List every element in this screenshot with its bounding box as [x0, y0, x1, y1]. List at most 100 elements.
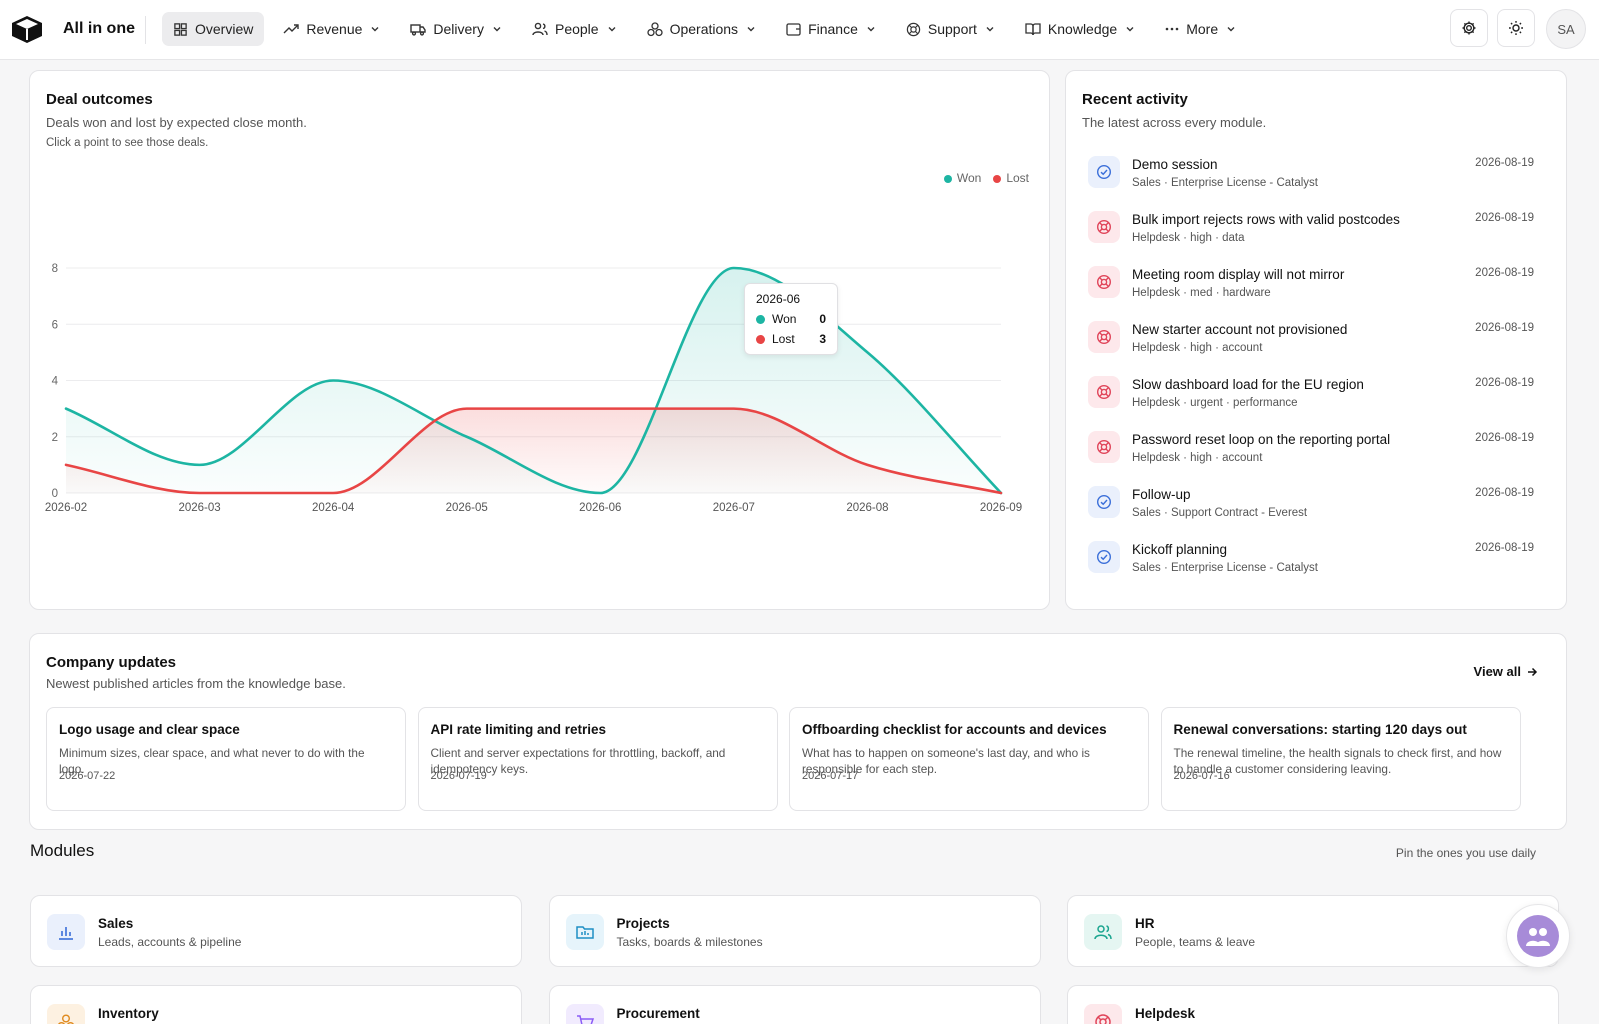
data-point-won[interactable]	[594, 487, 606, 499]
trending-up-icon	[283, 24, 300, 34]
module-description: Tasks, boards & milestones	[616, 935, 763, 949]
nav-item-more[interactable]: More	[1154, 12, 1247, 46]
users-icon	[1084, 914, 1122, 950]
module-card-helpdesk[interactable]: Helpdesk	[1067, 985, 1559, 1024]
grid-icon	[174, 22, 187, 36]
data-point-lost[interactable]	[594, 403, 606, 415]
module-title: Sales	[98, 916, 134, 931]
data-point-lost[interactable]	[995, 487, 1007, 499]
theme-toggle-button[interactable]	[1497, 9, 1535, 47]
gear-icon	[1462, 21, 1476, 35]
x-tick-label: 2026-03	[178, 502, 220, 514]
tooltip-label: Lost	[772, 332, 795, 346]
activity-item[interactable]: Kickoff planning Sales · Enterprise Licen…	[1088, 540, 1534, 595]
activity-date: 2026-08-19	[1475, 212, 1534, 224]
activity-meta: Helpdesk · high · account	[1132, 342, 1263, 354]
nav-item-knowledge[interactable]: Knowledge	[1014, 12, 1146, 46]
recent-activity-card: Recent activity The latest across every …	[1065, 70, 1567, 610]
data-point-won[interactable]	[861, 346, 873, 358]
assistant-button[interactable]	[1506, 904, 1570, 968]
module-description: People, teams & leave	[1135, 935, 1256, 949]
activity-title: Bulk import rejects rows with valid post…	[1132, 212, 1400, 227]
module-description: Leads, accounts & pipeline	[98, 935, 242, 949]
deal-outcomes-card: Deal outcomes Deals won and lost by expe…	[29, 70, 1050, 610]
data-point-won[interactable]	[728, 262, 740, 274]
data-point-won[interactable]	[60, 403, 72, 415]
modules-hint: Pin the ones you use daily	[1395, 846, 1536, 860]
update-date: 2026-07-17	[802, 770, 859, 782]
nav-label: People	[554, 21, 599, 37]
legend-item-won[interactable]: Won	[943, 171, 981, 185]
user-avatar[interactable]: SA	[1546, 9, 1586, 49]
activity-date: 2026-08-19	[1475, 542, 1534, 554]
data-point-lost[interactable]	[327, 487, 339, 499]
chart-tooltip: 2026-06 Won 0 Lost 3	[744, 283, 838, 355]
update-card[interactable]: Offboarding checklist for accounts and d…	[789, 707, 1149, 811]
nav-item-finance[interactable]: Finance	[775, 12, 887, 46]
data-point-lost[interactable]	[194, 487, 206, 499]
card-title: Company updates	[46, 654, 177, 671]
modules-title: Modules	[30, 841, 95, 860]
data-point-won[interactable]	[194, 459, 206, 471]
update-description: The renewal timeline, the health signals…	[1173, 746, 1502, 776]
activity-date: 2026-08-19	[1475, 322, 1534, 334]
module-card-procurement[interactable]: Procurement	[548, 985, 1041, 1024]
company-updates-card: Company updates Newest published article…	[29, 633, 1567, 830]
activity-item[interactable]: Meeting room display will not mirror Help…	[1088, 265, 1534, 320]
lifebuoy-icon	[1088, 431, 1120, 463]
activity-item[interactable]: Password reset loop on the reporting por…	[1088, 430, 1534, 485]
assistant-avatar-icon	[1517, 915, 1559, 957]
nav-item-revenue[interactable]: Revenue	[272, 12, 391, 46]
data-point-lost[interactable]	[60, 459, 72, 471]
main-nav: Overview Revenue Delivery People Operati…	[162, 12, 1255, 46]
settings-button[interactable]	[1450, 9, 1488, 47]
data-point-won[interactable]	[461, 431, 473, 443]
activity-item[interactable]: New starter account not provisioned Helpd…	[1088, 320, 1534, 375]
x-tick-label: 2026-05	[446, 502, 488, 514]
activity-item[interactable]: Slow dashboard load for the EU region Hel…	[1088, 375, 1534, 430]
bar-chart-icon	[47, 914, 85, 950]
app-title[interactable]: All in one	[63, 20, 135, 37]
activity-title: Follow-up	[1132, 487, 1191, 502]
data-point-won[interactable]	[327, 375, 339, 387]
nav-item-people[interactable]: People	[521, 12, 628, 46]
nav-item-delivery[interactable]: Delivery	[399, 12, 513, 46]
activity-item[interactable]: Bulk import rejects rows with valid post…	[1088, 210, 1534, 265]
module-card-sales[interactable]: Sales Leads, accounts & pipeline	[30, 895, 522, 967]
app-logo-icon[interactable]	[10, 14, 44, 44]
nav-item-operations[interactable]: Operations	[636, 12, 767, 46]
module-card-hr[interactable]: HR People, teams & leave	[1067, 895, 1559, 967]
update-card[interactable]: Renewal conversations: starting 120 days…	[1160, 707, 1521, 811]
data-point-lost[interactable]	[461, 403, 473, 415]
activity-item[interactable]: Demo session Sales · Enterprise License -…	[1088, 155, 1534, 210]
module-card-projects[interactable]: Projects Tasks, boards & milestones	[548, 895, 1041, 967]
update-description: What has to happen on someone's last day…	[802, 746, 1090, 776]
deal-outcomes-chart[interactable]: 0 2 4 6 8 2026-02 2026-03 2026-04 2026-05 2026-06…	[30, 171, 1030, 571]
update-title: Renewal conversations: starting 120 days…	[1173, 722, 1467, 737]
data-point-lost[interactable]	[861, 459, 873, 471]
check-circle-icon	[1088, 156, 1120, 188]
legend-item-lost[interactable]: Lost	[993, 171, 1029, 185]
chevron-down-icon	[1227, 27, 1235, 32]
tooltip-dot	[756, 314, 765, 324]
module-card-inventory[interactable]: Inventory	[30, 985, 522, 1024]
nav-item-support[interactable]: Support	[895, 12, 1006, 46]
check-circle-icon	[1088, 541, 1120, 573]
chevron-down-icon	[1126, 27, 1134, 32]
view-all-link[interactable]: View all	[1474, 664, 1538, 679]
lifebuoy-icon	[1088, 266, 1120, 298]
nav-label: More	[1186, 21, 1219, 37]
update-title: Offboarding checklist for accounts and d…	[802, 722, 1107, 737]
cart-icon	[565, 1004, 604, 1024]
module-title: Helpdesk	[1135, 1006, 1196, 1021]
update-card[interactable]: API rate limiting and retries Client and …	[417, 707, 778, 811]
activity-meta: Sales · Enterprise License - Catalyst	[1132, 562, 1318, 574]
data-point-lost[interactable]	[728, 403, 740, 415]
series-line-won[interactable]	[64, 266, 1003, 495]
nav-item-overview[interactable]: Overview	[162, 12, 265, 46]
series-line-lost[interactable]	[64, 407, 1003, 495]
update-title: Logo usage and clear space	[59, 722, 240, 737]
activity-title: Kickoff planning	[1132, 542, 1228, 557]
update-card[interactable]: Logo usage and clear space Minimum sizes,…	[46, 707, 406, 811]
activity-item[interactable]: Follow-up Sales · Support Contract - Ever…	[1088, 485, 1534, 540]
